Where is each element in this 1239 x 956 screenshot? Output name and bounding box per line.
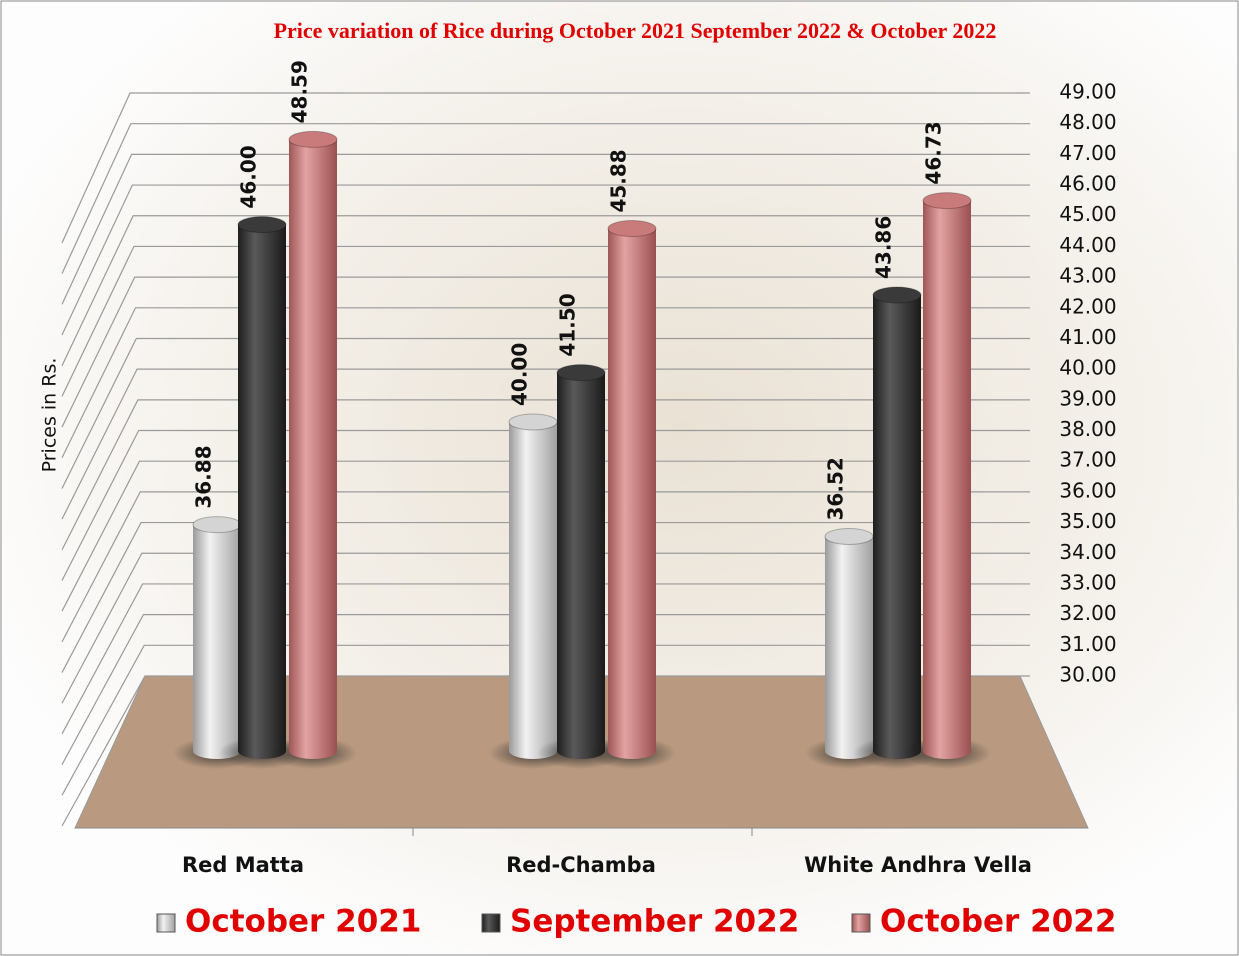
grid-line	[61, 307, 1030, 459]
bar-top	[872, 286, 922, 304]
value-label: 36.88	[192, 445, 216, 508]
bar-top	[508, 413, 558, 431]
y-tick-label: 34.00	[1059, 540, 1116, 564]
grid-line	[61, 460, 1030, 612]
bar	[825, 536, 873, 751]
grid-line	[61, 614, 1030, 765]
y-tick-label: 32.00	[1059, 601, 1116, 625]
bar	[557, 372, 605, 751]
grid-line	[61, 245, 1030, 397]
bar	[873, 295, 921, 751]
bar-bottom	[608, 743, 656, 759]
y-tick-label: 47.00	[1059, 141, 1116, 165]
y-tick-label: 40.00	[1059, 356, 1116, 380]
x-tick-label: Red-Chamba	[506, 853, 656, 877]
y-tick-label: 37.00	[1059, 448, 1116, 472]
y-tick-label: 41.00	[1059, 325, 1116, 349]
grid-line	[61, 337, 1030, 489]
grid-line	[61, 521, 1030, 673]
legend-swatch	[156, 913, 176, 933]
legend-label: October 2022	[880, 904, 1116, 940]
grid-line	[61, 583, 1030, 735]
y-tick-label: 45.00	[1059, 202, 1116, 226]
y-tick-label: 43.00	[1059, 264, 1116, 288]
bar-top	[824, 527, 874, 545]
y-tick-label: 49.00	[1059, 80, 1116, 104]
grid-line	[61, 276, 1030, 428]
grid-line	[61, 644, 1030, 796]
legend-swatch	[481, 913, 501, 933]
bar	[923, 200, 971, 751]
y-tick-label: 42.00	[1059, 294, 1116, 318]
y-tick-label: 35.00	[1059, 509, 1116, 533]
bar-top	[192, 516, 242, 534]
x-tick-label: Red Matta	[182, 853, 304, 877]
value-label: 43.86	[872, 216, 896, 279]
value-label: 40.00	[508, 343, 532, 406]
value-label: 41.50	[556, 293, 580, 356]
value-label: 48.59	[288, 60, 312, 123]
grid-line	[61, 123, 1030, 274]
chart-title: Price variation of Rice during October 2…	[274, 18, 997, 43]
grid-line	[61, 215, 1030, 366]
y-tick-label: 33.00	[1059, 570, 1116, 594]
bar-top	[288, 130, 338, 148]
y-tick-label: 39.00	[1059, 386, 1116, 410]
bar	[608, 228, 656, 752]
grid-line	[61, 399, 1030, 551]
bar-top	[237, 216, 287, 234]
bar	[509, 422, 557, 751]
x-tick-label: White Andhra Vella	[804, 853, 1032, 877]
legend-label: October 2021	[185, 904, 421, 940]
y-tick-label: 44.00	[1059, 233, 1116, 257]
y-tick-label: 31.00	[1059, 632, 1116, 656]
y-tick-label: 30.00	[1059, 663, 1116, 687]
bar	[238, 224, 286, 752]
bar-top	[556, 364, 606, 382]
bar	[289, 139, 337, 752]
legend-label: September 2022	[510, 904, 799, 940]
value-label: 46.73	[922, 121, 946, 184]
grid-line	[61, 675, 1030, 827]
grid-line	[61, 552, 1030, 704]
y-tick-label: 46.00	[1059, 172, 1116, 196]
grid-line	[61, 491, 1030, 643]
value-label: 36.52	[824, 457, 848, 520]
value-label: 46.00	[237, 145, 261, 208]
grid-line	[61, 368, 1030, 520]
grid-line	[61, 92, 1030, 244]
bar-top	[922, 192, 972, 210]
grid-line	[61, 429, 1030, 581]
y-tick-label: 38.00	[1059, 417, 1116, 441]
y-tick-label: 48.00	[1059, 110, 1116, 134]
bar-bottom	[923, 743, 971, 759]
y-tick-label: 36.00	[1059, 478, 1116, 502]
grid-line	[61, 184, 1030, 336]
bar-top	[607, 220, 657, 238]
value-label: 45.88	[607, 149, 631, 212]
grid-line	[61, 153, 1030, 305]
bar	[193, 524, 241, 751]
y-axis-label: Prices in Rs.	[39, 358, 61, 473]
legend-swatch	[851, 913, 871, 933]
bar-bottom	[289, 743, 337, 759]
